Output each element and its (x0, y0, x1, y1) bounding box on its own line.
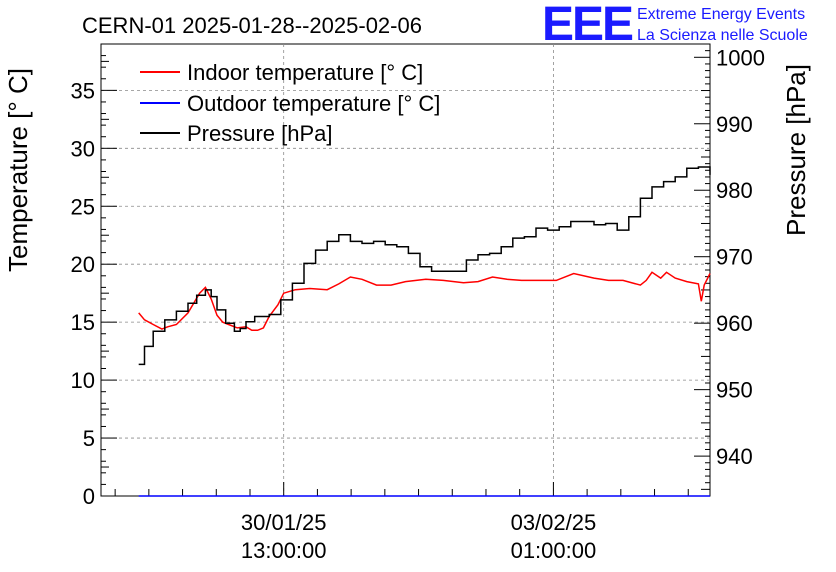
y-tick-label: 5 (83, 426, 95, 451)
y-tick-label: 30 (71, 136, 95, 161)
eee-logo-line1: Extreme Energy Events (637, 6, 805, 23)
x-tick-label-time: 13:00:00 (241, 538, 327, 563)
legend-entry-pressure: Pressure [hPa] (187, 121, 333, 146)
y2-tick-label: 940 (716, 444, 753, 469)
y-tick-label: 15 (71, 310, 95, 335)
axes: 0 5 10 15 20 25 30 35 940 950 960 970 980 990 1000 30/0… (71, 45, 765, 563)
x-tick-label-date: 30/01/25 (241, 510, 327, 535)
series-lines (138, 166, 711, 497)
y-tick-label: 35 (71, 78, 95, 103)
eee-logo-line2: La Scienza nelle Scuole (637, 27, 808, 44)
y2-tick-label: 980 (716, 178, 753, 203)
y2-tick-label: 950 (716, 378, 753, 403)
y2-axis-label: Pressure [hPa] (781, 64, 811, 236)
y2-tick-label: 960 (716, 311, 753, 336)
series-line-0 (138, 271, 711, 332)
y-tick-label: 0 (83, 484, 95, 509)
legend: Indoor temperature [° C] Outdoor tempera… (140, 60, 440, 146)
y2-tick-label: 990 (716, 112, 753, 137)
y2-tick-label: 1000 (716, 45, 765, 70)
y-tick-label: 25 (71, 194, 95, 219)
legend-entry-outdoor: Outdoor temperature [° C] (187, 91, 440, 116)
legend-entry-indoor: Indoor temperature [° C] (187, 60, 423, 85)
chart-title: CERN-01 2025-01-28--2025-02-06 (82, 13, 422, 38)
y-axis-label: Temperature [° C] (3, 68, 33, 272)
eee-logo-mark: EEE (542, 0, 633, 51)
x-tick-label-time: 01:00:00 (511, 538, 597, 563)
y-tick-label: 10 (71, 368, 95, 393)
series-line-2 (138, 166, 711, 366)
x-tick-label-date: 03/02/25 (511, 510, 597, 535)
y2-tick-label: 970 (716, 245, 753, 270)
y-tick-label: 20 (71, 252, 95, 277)
eee-logo: EEE Extreme Energy Events La Scienza nel… (542, 0, 808, 51)
